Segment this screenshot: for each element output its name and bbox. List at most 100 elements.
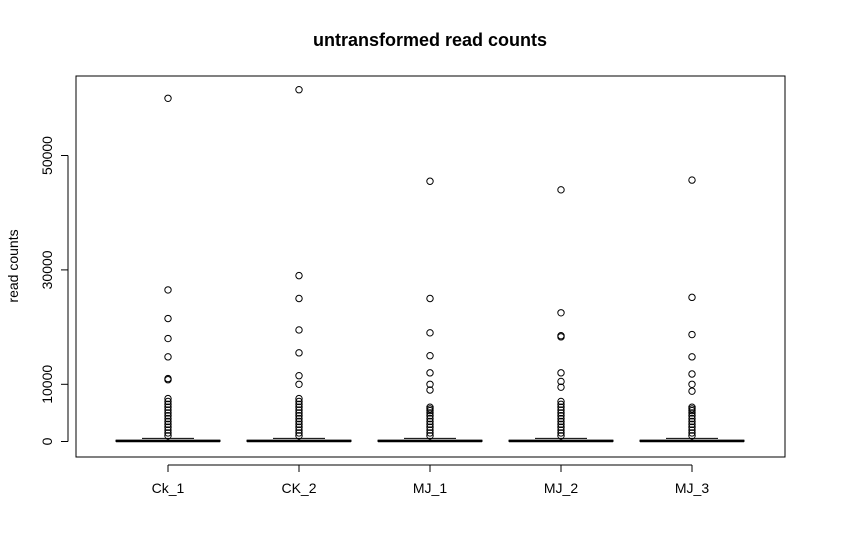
- outlier-point: [295, 414, 303, 423]
- outlier-point: [295, 417, 303, 426]
- outlier-point: [557, 406, 565, 414]
- chart-title: untransformed read counts: [313, 30, 547, 50]
- outlier-point: [688, 432, 696, 440]
- outlier-point: [295, 380, 303, 388]
- outlier-point: [295, 326, 303, 334]
- outlier-point: [295, 409, 303, 417]
- y-tick-label: 50000: [39, 136, 55, 175]
- outlier-point: [295, 271, 303, 280]
- outlier-point: [557, 383, 565, 391]
- outlier-point: [164, 403, 172, 411]
- outlier-point: [164, 286, 172, 294]
- x-tick-label: MJ_3: [675, 480, 709, 496]
- outlier-point: [688, 370, 696, 378]
- x-axis: Ck_1 CK_2 MJ_1 MJ_2 MJ_3: [152, 464, 709, 496]
- outlier-point: [295, 86, 303, 94]
- y-axis: 0 10000 30000 50000: [39, 136, 69, 445]
- outlier-point: [557, 423, 565, 431]
- outlier-point: [688, 353, 696, 361]
- outlier-point: [688, 406, 696, 415]
- outlier-point: [426, 420, 434, 429]
- x-tick-label: MJ_2: [544, 480, 578, 496]
- box-group: [115, 94, 221, 443]
- outlier-point: [557, 414, 565, 423]
- outlier-point: [164, 353, 172, 361]
- y-axis-label: read counts: [5, 229, 21, 302]
- outlier-point: [688, 426, 696, 434]
- outlier-point: [557, 400, 565, 409]
- outlier-point: [557, 403, 565, 411]
- outlier-point: [164, 314, 172, 323]
- outlier-point: [688, 330, 696, 339]
- outlier-point: [426, 426, 434, 434]
- outlier-point: [426, 329, 434, 337]
- outlier-point: [295, 397, 303, 406]
- outlier-point: [164, 94, 172, 103]
- outlier-point: [164, 423, 172, 431]
- y-tick-label: 0: [39, 437, 55, 445]
- x-tick-label: MJ_1: [413, 480, 447, 496]
- outlier-point: [426, 412, 434, 420]
- outlier-point: [295, 426, 303, 434]
- outlier-point: [688, 414, 696, 423]
- outlier-point: [426, 386, 434, 394]
- outlier-point: [557, 417, 565, 426]
- outlier-point: [688, 417, 696, 426]
- outlier-point: [295, 412, 303, 420]
- outlier-point: [295, 432, 303, 440]
- outlier-point: [688, 423, 696, 431]
- outlier-point: [426, 423, 434, 431]
- outlier-point: [557, 409, 565, 417]
- outlier-point: [688, 409, 696, 417]
- outlier-point: [557, 412, 565, 420]
- outlier-point: [295, 423, 303, 431]
- outlier-point: [164, 397, 172, 406]
- outlier-point: [688, 293, 696, 302]
- outlier-point: [164, 400, 172, 409]
- outlier-point: [164, 429, 172, 437]
- outlier-point: [164, 414, 172, 423]
- outlier-point: [557, 333, 565, 341]
- outlier-point: [295, 403, 303, 411]
- outlier-point: [688, 429, 696, 437]
- outlier-point: [164, 376, 172, 384]
- outlier-point: [295, 400, 303, 409]
- outlier-point: [164, 432, 172, 440]
- outlier-point: [426, 294, 434, 303]
- outlier-point: [426, 369, 434, 377]
- x-tick-label: CK_2: [281, 480, 316, 496]
- box-group: [246, 86, 352, 443]
- outlier-point: [295, 406, 303, 414]
- outlier-point: [557, 426, 565, 434]
- outlier-point: [164, 334, 172, 343]
- outlier-point: [164, 409, 172, 417]
- outlier-point: [164, 420, 172, 429]
- box-group: [377, 177, 483, 443]
- y-tick-label: 30000: [39, 250, 55, 289]
- outlier-point: [295, 394, 303, 403]
- outlier-point: [295, 372, 303, 380]
- boxes-layer: [115, 86, 745, 443]
- outlier-point: [426, 177, 434, 185]
- outlier-point: [164, 417, 172, 426]
- outlier-point: [164, 412, 172, 420]
- outlier-point: [295, 294, 303, 303]
- outlier-point: [426, 432, 434, 440]
- outlier-point: [688, 412, 696, 420]
- outlier-point: [164, 426, 172, 434]
- outlier-point: [426, 429, 434, 437]
- outlier-point: [295, 349, 303, 357]
- outlier-point: [557, 420, 565, 429]
- outlier-point: [164, 394, 172, 403]
- y-tick-label: 10000: [39, 365, 55, 404]
- outlier-point: [557, 377, 565, 386]
- outlier-point: [557, 397, 565, 406]
- outlier-point: [557, 369, 565, 377]
- plot-frame: [75, 75, 786, 458]
- outlier-point: [295, 420, 303, 429]
- outlier-point: [426, 417, 434, 426]
- outlier-point: [295, 429, 303, 437]
- outlier-point: [557, 429, 565, 437]
- outlier-point: [426, 380, 434, 388]
